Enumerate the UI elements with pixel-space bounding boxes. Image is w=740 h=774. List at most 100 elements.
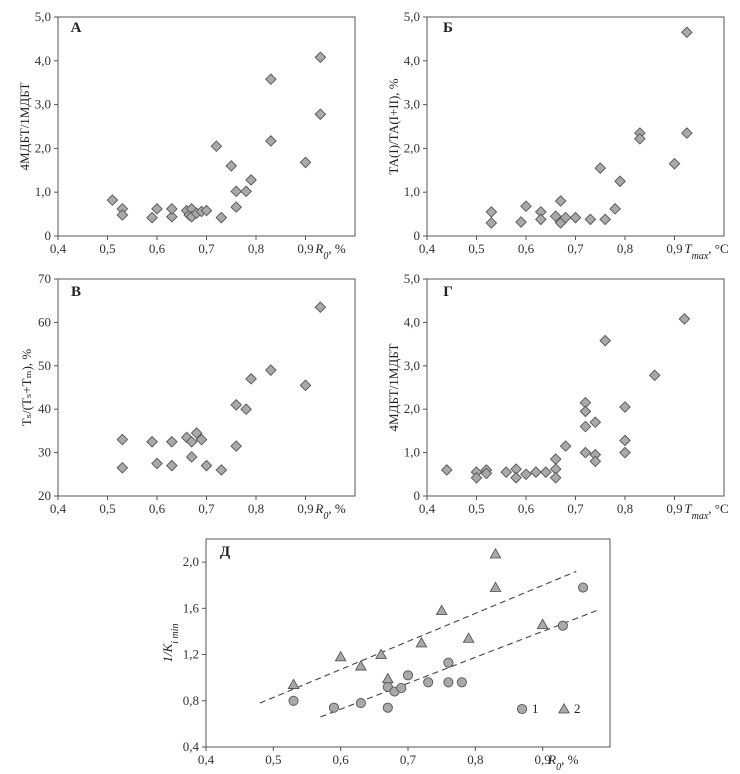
panel-letter: Г (443, 284, 453, 300)
data-point-series-2 (435, 604, 448, 615)
trend-line-series-2 (259, 570, 577, 704)
data-point-series-1 (355, 698, 366, 709)
y-tick-label: 4,0 (35, 53, 51, 68)
panel-v: 0,4 0,5 0,6 0,7 0,8 0,9 20 30 40 50 60 70 В R0, % Tₛ/(… (19, 271, 356, 522)
x-tick-label: 0,6 (518, 241, 535, 256)
legend-label-1: 1 (532, 701, 539, 716)
y-tick-label: 4,0 (404, 53, 420, 68)
x-tick-label: 0,7 (400, 752, 417, 767)
y-tick-label: 3,0 (404, 97, 420, 112)
data-point (485, 206, 498, 218)
data-point-series-2 (462, 632, 475, 643)
data-point (559, 440, 572, 452)
data-point (440, 464, 453, 476)
x-tick-label: 0,7 (567, 241, 584, 256)
data-point (240, 185, 252, 198)
x-tick-label: 0,5 (468, 501, 484, 516)
data-point (485, 217, 498, 229)
x-axis-label: Tmax, °C (684, 241, 728, 262)
x-tick-label: 0,8 (467, 752, 483, 767)
data-point (245, 174, 257, 186)
data-point (265, 364, 277, 376)
x-tick-label: 0,6 (518, 501, 535, 516)
panel-letter: Д (220, 544, 231, 560)
data-point-series-1 (396, 683, 407, 694)
y-tick-label: 1,6 (183, 600, 200, 615)
data-point-series-1 (578, 582, 589, 593)
data-point (215, 464, 228, 476)
data-point (515, 216, 527, 228)
panel-a: 0,4 0,5 0,6 0,7 0,8 0,9 0 1,0 2,0 3,0 4,0 5,0 А R0, %… (17, 9, 356, 262)
data-point-series-1 (423, 677, 434, 688)
y-tick-label: 3,0 (404, 358, 420, 373)
y-axis-label: 4МДБТ/1МДБТ (386, 343, 401, 431)
panel-g: 0,4 0,5 0,6 0,7 0,8 0,9 0 1,0 2,0 3,0 4,0 5,0 Г Tmax,… (386, 271, 729, 522)
y-tick-label: 2,0 (404, 401, 420, 416)
data-point-series-2 (489, 547, 502, 559)
x-tick-label: 0,4 (419, 241, 436, 256)
data-point (116, 461, 129, 474)
data-point (609, 203, 621, 215)
y-tick-label: 60 (38, 314, 51, 329)
data-point (195, 433, 208, 446)
y-tick-label: 2,0 (183, 554, 199, 569)
data-point (200, 459, 213, 472)
data-point (215, 211, 228, 224)
data-point (648, 369, 661, 382)
y-axis-label: Tₛ/(Tₛ+Tₘ), % (19, 349, 34, 427)
y-tick-label: 1,2 (183, 647, 199, 662)
data-point-series-2 (489, 581, 502, 592)
x-tick-label: 0,9 (535, 752, 551, 767)
data-point-series-2 (381, 672, 394, 684)
data-point (599, 213, 612, 226)
y-tick-label: 70 (38, 271, 51, 286)
data-point (200, 204, 213, 217)
plot-frame (426, 278, 725, 497)
data-point (146, 211, 158, 224)
y-tick-label: 0 (414, 488, 421, 503)
data-point-series-1 (456, 677, 467, 688)
data-point (314, 301, 327, 314)
x-tick-label: 0,9 (666, 241, 682, 256)
x-tick-label: 0,4 (419, 501, 436, 516)
data-point (116, 209, 129, 221)
y-tick-label: 4,0 (404, 314, 420, 329)
y-tick-label: 40 (38, 401, 51, 416)
data-point (230, 201, 243, 213)
data-point-series-2 (375, 648, 388, 659)
panel-letter: В (71, 284, 81, 300)
y-tick-label: 0 (45, 228, 52, 243)
data-point (265, 135, 277, 147)
x-tick-label: 0,9 (666, 501, 682, 516)
data-point (569, 211, 582, 224)
x-axis-label: R0, % (314, 241, 345, 262)
x-axis-label: R0, % (547, 752, 578, 773)
data-point-series-1 (382, 702, 393, 713)
x-tick-label: 0,5 (468, 241, 484, 256)
data-point (210, 140, 223, 153)
data-point (106, 194, 119, 206)
x-tick-label: 0,8 (248, 241, 264, 256)
data-point (634, 132, 646, 145)
y-tick-label: 5,0 (35, 9, 51, 24)
y-tick-label: 1,0 (35, 184, 51, 199)
data-point (510, 471, 522, 484)
y-axis-label: 4МДБТ/1МДБТ (17, 82, 32, 170)
data-point (166, 459, 178, 472)
data-point (668, 157, 681, 170)
data-point-series-1 (328, 702, 339, 713)
y-axis-label: ТА(I)/ТА(I+II), % (386, 78, 401, 174)
data-point-series-2 (287, 678, 300, 689)
panel-letter: А (71, 20, 82, 36)
x-tick-label: 0,7 (567, 501, 584, 516)
data-point (240, 403, 252, 416)
data-point (185, 435, 198, 448)
x-tick-label: 0,5 (99, 501, 115, 516)
data-point (530, 466, 542, 478)
x-tick-label: 0,6 (149, 241, 166, 256)
data-point (116, 433, 129, 446)
x-tick-label: 0,7 (198, 501, 215, 516)
x-tick-label: 0,7 (198, 241, 215, 256)
data-point-series-2 (536, 618, 549, 629)
y-tick-label: 0 (414, 228, 421, 243)
